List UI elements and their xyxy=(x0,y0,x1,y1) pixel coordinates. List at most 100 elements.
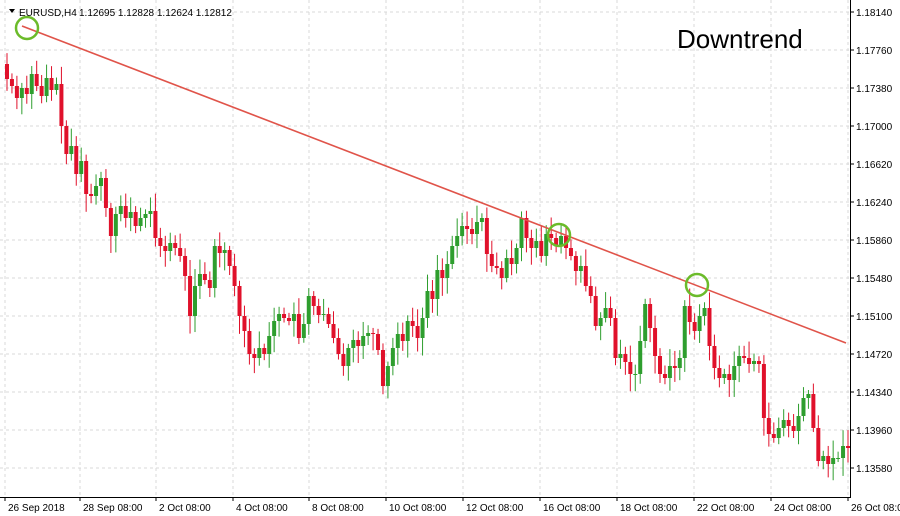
candle xyxy=(29,66,34,109)
candle-body xyxy=(450,246,455,264)
x-tick-label: 2 Oct 08:00 xyxy=(159,503,211,514)
plot-area xyxy=(0,0,850,497)
candle-body xyxy=(697,316,702,331)
candle-body xyxy=(682,306,687,358)
candle-body xyxy=(232,266,237,286)
trendline xyxy=(21,25,847,344)
candle-body xyxy=(583,266,588,286)
candle-body xyxy=(425,291,430,318)
candle-body xyxy=(390,348,395,366)
candle xyxy=(296,298,301,345)
candle xyxy=(801,387,806,422)
candle xyxy=(727,364,732,397)
candle xyxy=(766,402,771,447)
downtrend-annotation: Downtrend xyxy=(677,24,803,54)
candle xyxy=(385,361,390,399)
y-tick-label: 1.16620 xyxy=(856,160,893,171)
candle-body xyxy=(633,374,638,375)
candle-body xyxy=(662,374,667,378)
candle-body xyxy=(79,161,84,174)
candle-body xyxy=(559,236,564,246)
candle-body xyxy=(400,334,405,341)
candle-body xyxy=(470,229,475,234)
gridlines xyxy=(0,0,850,497)
candle xyxy=(252,348,257,374)
candle-body xyxy=(212,246,217,288)
candle xyxy=(618,339,623,369)
candle-body xyxy=(658,356,663,374)
candle xyxy=(628,345,633,392)
candle xyxy=(410,307,415,337)
candle-body xyxy=(672,366,677,368)
candle-body xyxy=(534,241,539,248)
candle xyxy=(712,334,717,380)
x-tick-label: 10 Oct 08:00 xyxy=(389,503,447,514)
candle-body xyxy=(301,324,306,338)
chart-menu-triangle-icon[interactable] xyxy=(9,9,15,13)
trend-touch-marker-1 xyxy=(14,15,40,41)
candle-body xyxy=(158,238,163,246)
candle xyxy=(831,440,836,481)
candle xyxy=(578,255,583,283)
candle-body xyxy=(128,212,133,218)
candle-body xyxy=(395,334,400,348)
candles xyxy=(5,53,850,481)
price-axis: 1.18140 1.17760 1.17380 1.17000 1.16620 1.162… xyxy=(850,8,893,475)
candle xyxy=(247,318,252,365)
candle xyxy=(356,331,361,364)
candle-body xyxy=(717,368,722,378)
candle xyxy=(64,120,69,165)
candle-body xyxy=(242,316,247,331)
candle-body xyxy=(504,258,509,278)
x-tick-label: 28 Sep 08:00 xyxy=(83,503,143,514)
candle xyxy=(455,218,460,258)
candle-body xyxy=(524,218,529,238)
candle xyxy=(796,403,801,445)
candle-body xyxy=(747,358,752,364)
candle-body xyxy=(336,338,341,354)
candle-body xyxy=(752,361,757,364)
candle xyxy=(667,349,672,391)
candle-body xyxy=(841,446,846,458)
candle xyxy=(376,328,381,355)
candle xyxy=(643,298,648,348)
candle xyxy=(168,232,173,262)
candle xyxy=(237,280,242,334)
candle-body xyxy=(836,458,841,459)
candle xyxy=(479,213,484,232)
candle xyxy=(722,368,727,384)
candle xyxy=(717,355,722,388)
candle xyxy=(588,276,593,304)
candle xyxy=(301,313,306,343)
candle xyxy=(509,240,514,276)
candle-body xyxy=(267,336,272,354)
candle-body xyxy=(484,218,489,254)
candle xyxy=(336,328,341,360)
candle xyxy=(756,356,761,373)
candle-body xyxy=(786,420,791,426)
candle xyxy=(747,341,752,373)
candle xyxy=(761,355,766,436)
candle-body xyxy=(89,194,94,196)
candle xyxy=(331,311,336,344)
candle-body xyxy=(163,246,168,251)
candle-body xyxy=(237,286,242,316)
candle xyxy=(489,240,494,273)
trend-touch-marker-2 xyxy=(546,222,572,248)
candle xyxy=(98,171,103,201)
candle xyxy=(138,207,143,232)
candle xyxy=(638,325,643,384)
candle xyxy=(677,350,682,381)
candle xyxy=(316,298,321,324)
y-tick-label: 1.15860 xyxy=(856,236,893,247)
candle xyxy=(603,292,608,323)
candle-body xyxy=(197,274,202,286)
candle xyxy=(687,288,692,335)
candle-body xyxy=(766,418,771,434)
candle-body xyxy=(509,258,514,264)
candle xyxy=(390,337,395,376)
candle-body xyxy=(346,348,351,366)
candle xyxy=(242,305,247,348)
candle xyxy=(257,331,262,366)
